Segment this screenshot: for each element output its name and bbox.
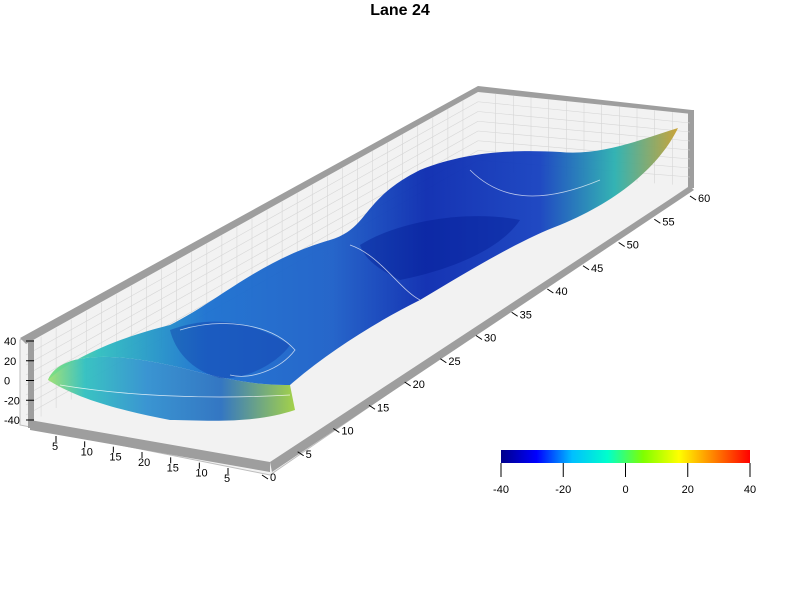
contour-line-3	[349, 169, 601, 301]
surface-highlight-2	[360, 216, 520, 280]
y-tick-mark	[654, 218, 661, 224]
x-tick-label: 15	[109, 452, 121, 464]
y-tick-label: 10	[341, 426, 353, 438]
z-tick-label: -20	[4, 395, 20, 407]
colorbar-ticks: -40 -20 0 20 40	[493, 463, 756, 496]
x-tick-label: 20	[138, 457, 150, 469]
colorbar-rect	[501, 450, 750, 463]
colorbar-tick-label: 0	[622, 484, 628, 496]
z-tick-label: 40	[4, 336, 16, 348]
y-tick-label: 0	[270, 472, 276, 484]
x-tick-label: 5	[52, 441, 58, 453]
y-tick-mark	[547, 288, 554, 294]
colorbar-tick-label: 40	[744, 484, 756, 496]
surface-top	[48, 128, 678, 385]
surface-highlight-1	[170, 321, 290, 379]
y-tick-label: 40	[555, 286, 567, 298]
colorbar-tick-label: -20	[555, 484, 571, 496]
colorbar-tick-label: -40	[493, 484, 509, 496]
x-axis-ticks: 5 10 15 20 15 10 5	[52, 436, 230, 485]
y-tick-mark	[689, 195, 697, 201]
y-axis-ticks: 0 5 10 15 20 25 30 35 40 45 50 55 60	[261, 193, 710, 484]
x-tick-label: 10	[81, 446, 93, 458]
grid-line	[25, 120, 479, 376]
z-tick-label: 0	[4, 376, 10, 388]
y-tick-label: 60	[698, 193, 710, 205]
grid-line	[25, 111, 479, 366]
y-tick-label: 45	[591, 263, 603, 275]
x-tick-label: 5	[224, 473, 230, 485]
surface-side	[48, 356, 295, 421]
y-tick-label: 35	[520, 309, 532, 321]
y-tick-label: 25	[448, 356, 460, 368]
contour-line-1	[59, 384, 291, 398]
floor-frame	[28, 186, 694, 472]
y-tick-mark	[368, 404, 376, 410]
grid-line	[25, 101, 479, 356]
z-tick-label: 20	[4, 356, 16, 368]
surface	[48, 128, 678, 421]
y-tick-mark	[440, 358, 447, 364]
z-tick-label: -40	[4, 415, 20, 427]
y-tick-mark	[404, 381, 411, 387]
contour-line-2	[179, 323, 296, 377]
y-tick-label: 50	[627, 240, 639, 252]
colorbar: -40 -20 0 20 40	[493, 450, 756, 496]
colorbar-tick-label: 20	[682, 484, 694, 496]
y-tick-label: 30	[484, 333, 496, 345]
y-tick-label: 15	[377, 402, 389, 414]
y-tick-label: 20	[413, 379, 425, 391]
y-tick-mark	[618, 242, 625, 247]
y-tick-label: 5	[306, 449, 312, 461]
grid-line	[25, 130, 479, 386]
y-tick-mark	[333, 428, 340, 433]
z-axis-ticks: 40 20 0 -20 -40	[4, 336, 34, 427]
y-tick-mark	[475, 335, 483, 340]
y-tick-mark	[511, 311, 518, 317]
chart-title: Lane 24	[370, 2, 430, 19]
y-tick-mark	[261, 474, 269, 480]
y-tick-mark	[297, 451, 304, 457]
y-tick-mark	[582, 265, 590, 271]
x-tick-label: 15	[167, 462, 179, 474]
y-tick-label: 55	[662, 216, 674, 228]
x-tick-label: 10	[195, 468, 207, 480]
